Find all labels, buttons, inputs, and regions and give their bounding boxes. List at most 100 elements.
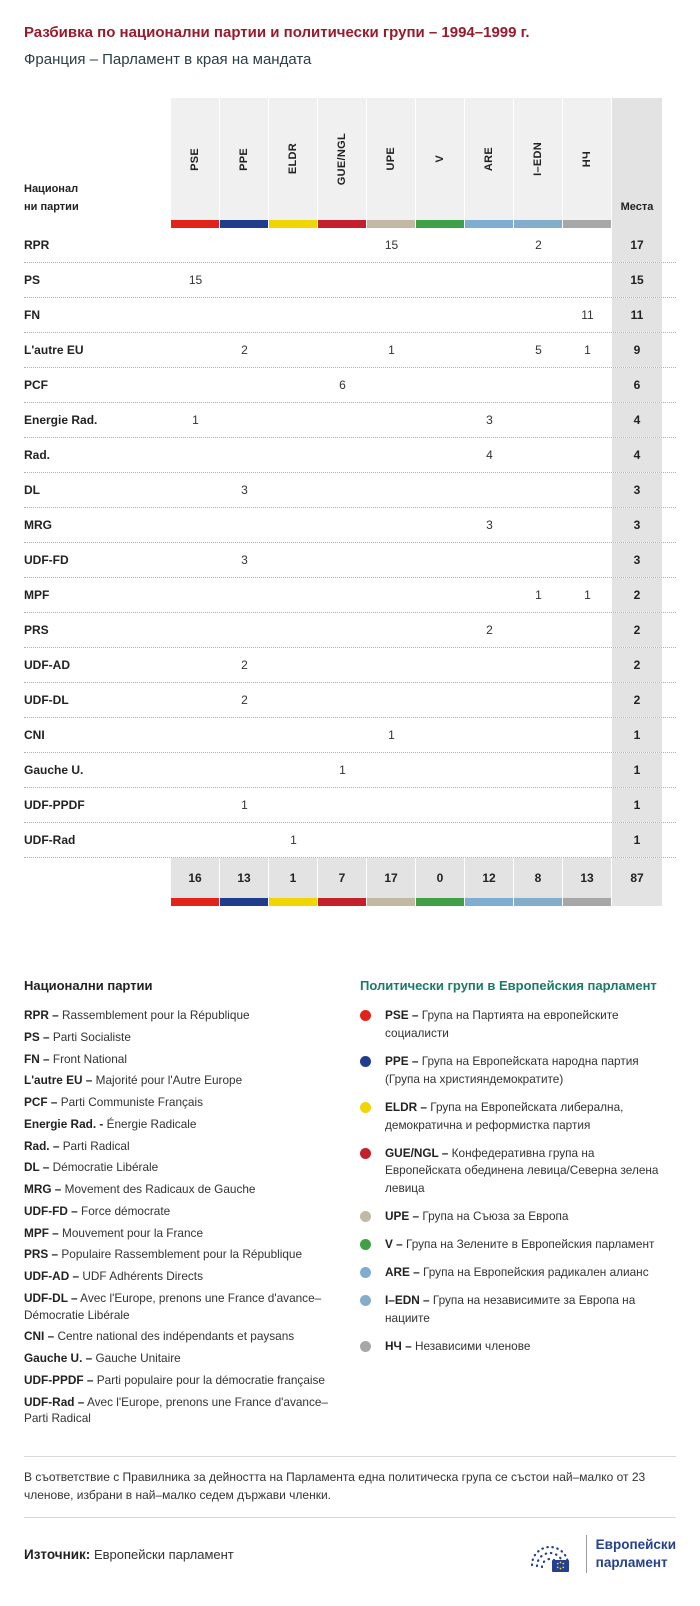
party-legend-item: MPF – Mouvement pour la France <box>24 1225 354 1242</box>
group-code: UPE – <box>385 1209 420 1224</box>
color-bar-UPE <box>367 898 416 906</box>
seat-count: 3 <box>241 553 248 567</box>
value-cell: 1 <box>563 333 612 367</box>
column-total-cell: 7 <box>318 858 367 898</box>
party-legend-item: UDF-DL – Avec l'Europe, prenons une Fran… <box>24 1290 354 1324</box>
group-color-dot <box>360 1147 371 1159</box>
party-full-name: Démocratie Libérale <box>52 1160 159 1175</box>
column-total: 8 <box>534 871 542 885</box>
seat-count: 4 <box>486 448 493 462</box>
seat-count: 3 <box>241 483 248 497</box>
seat-count: 3 <box>486 413 493 427</box>
party-full-name: Force démocrate <box>81 1203 171 1218</box>
value-cell <box>514 823 563 857</box>
party-name-cell: RPR <box>24 228 171 262</box>
column-total: 1 <box>289 871 297 885</box>
table-row-UDF-Rad: UDF-Rad 1 1 <box>24 823 676 858</box>
value-cell <box>171 473 220 507</box>
party-full-name: Front National <box>52 1051 127 1066</box>
row-seats-cell: 3 <box>612 473 662 507</box>
value-cell <box>318 648 367 682</box>
row-header-label: Национални партии <box>24 182 79 213</box>
value-cell: 1 <box>367 333 416 367</box>
column-header-label: PPE <box>238 147 250 171</box>
ep-hemicycle-icon <box>530 1545 569 1572</box>
group-color-dot <box>360 1295 371 1307</box>
value-cell <box>171 753 220 787</box>
value-cell <box>269 228 318 262</box>
column-header-label: ARE <box>483 146 495 172</box>
bar-spacer <box>24 898 171 906</box>
value-cell <box>465 753 514 787</box>
party-name-cell: Energie Rad. <box>24 403 171 437</box>
row-seats-cell: 2 <box>612 648 662 682</box>
grand-total-cell: 87 <box>612 858 662 898</box>
party-legend-item: Rad. – Parti Radical <box>24 1138 354 1155</box>
column-total-cell: 16 <box>171 858 220 898</box>
value-cell <box>416 683 465 717</box>
group-description: Конфедеративна група на Европейската обе… <box>385 1145 659 1196</box>
row-header-cell: Национални партии <box>24 98 171 220</box>
row-seats-total: 3 <box>633 518 641 532</box>
group-legend-item: PSE – Група на Партията на европейските … <box>360 1007 660 1043</box>
party-name-cell: PRS <box>24 613 171 647</box>
row-seats-total: 17 <box>630 238 644 252</box>
column-total-cell: 8 <box>514 858 563 898</box>
party-code: Rad. – <box>24 1138 60 1153</box>
column-total: 13 <box>237 871 251 885</box>
value-cell: 2 <box>220 648 269 682</box>
totals-row: 16 13 1 7 17 0 12 8 13 87 <box>24 858 676 898</box>
value-cell <box>318 683 367 717</box>
column-total-cell: 1 <box>269 858 318 898</box>
value-cell <box>416 788 465 822</box>
value-cell <box>171 368 220 402</box>
column-total: 13 <box>580 871 594 885</box>
value-cell <box>416 648 465 682</box>
value-cell <box>171 543 220 577</box>
value-cell <box>514 753 563 787</box>
row-seats-cell: 11 <box>612 298 662 332</box>
value-cell <box>367 473 416 507</box>
value-cell <box>367 263 416 297</box>
party-full-name: Majorité pour l'Autre Europe <box>95 1073 243 1088</box>
group-color-dot <box>360 1340 371 1352</box>
value-cell <box>465 298 514 332</box>
value-cell <box>269 368 318 402</box>
seats-column-band <box>612 220 662 228</box>
value-cell <box>465 368 514 402</box>
party-code: MPF – <box>24 1225 59 1240</box>
seat-count: 2 <box>241 693 248 707</box>
value-cell <box>416 473 465 507</box>
seat-count: 2 <box>486 623 493 637</box>
value-cell <box>416 438 465 472</box>
value-cell <box>269 298 318 332</box>
value-cell <box>416 508 465 542</box>
color-bar-V <box>416 898 465 906</box>
value-cell <box>367 403 416 437</box>
party-name-cell: CNI <box>24 718 171 752</box>
value-cell <box>465 648 514 682</box>
column-header-ARE: ARE <box>465 98 514 220</box>
value-cell <box>416 613 465 647</box>
value-cell <box>367 613 416 647</box>
value-cell <box>563 473 612 507</box>
party-name-cell: Gauche U. <box>24 753 171 787</box>
party-legend-item: CNI – Centre national des indépendants e… <box>24 1328 354 1345</box>
party-full-name: Centre national des indépendants et pays… <box>57 1329 295 1344</box>
seat-count: 1 <box>192 413 199 427</box>
color-bar-ELDR <box>269 898 318 906</box>
party-name-cell: UDF-Rad <box>24 823 171 857</box>
value-cell: 3 <box>220 473 269 507</box>
party-code: L'autre EU – <box>24 1073 93 1088</box>
column-header-V: V <box>416 98 465 220</box>
seat-count: 11 <box>581 308 594 322</box>
seats-header-label: Места <box>620 201 654 213</box>
legends: Национални партии RPR – Rassemblement po… <box>24 978 676 1432</box>
seat-count: 5 <box>535 343 542 357</box>
party-name: L'autre EU <box>24 343 84 357</box>
value-cell <box>269 788 318 822</box>
value-cell <box>171 438 220 472</box>
value-cell <box>171 228 220 262</box>
table-row-UDF-AD: UDF-AD 2 2 <box>24 648 676 683</box>
party-legend-item: MRG – Movement des Radicaux de Gauche <box>24 1181 354 1198</box>
